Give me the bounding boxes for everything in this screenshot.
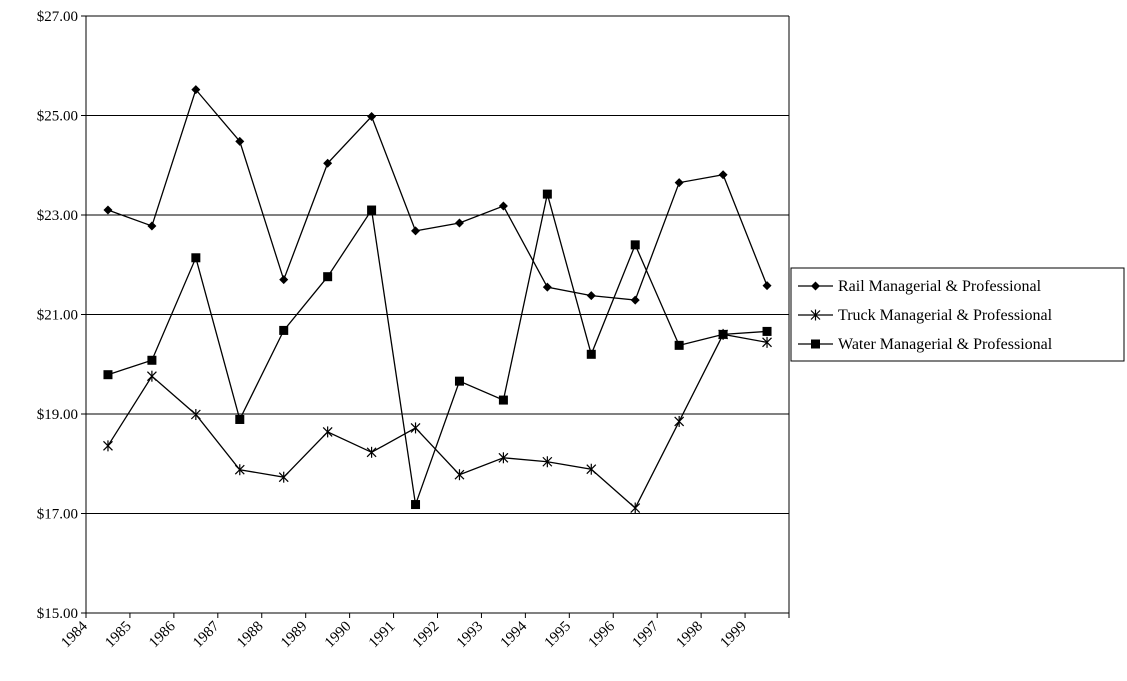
x-tick-label: 1999	[717, 619, 750, 652]
x-tick-label: 1990	[322, 619, 355, 652]
x-tick-label: 1992	[410, 619, 443, 652]
y-tick-label: $25.00	[37, 109, 78, 125]
y-tick-label: $27.00	[37, 9, 78, 25]
legend-label: Truck Managerial & Professional	[838, 307, 1053, 324]
x-tick-label: 1996	[586, 618, 619, 651]
data-point	[191, 253, 201, 263]
data-point	[235, 414, 245, 424]
data-point	[411, 500, 421, 510]
data-point	[498, 201, 508, 211]
legend-label: Water Managerial & Professional	[838, 336, 1053, 353]
x-tick-label: 1984	[58, 618, 91, 651]
series-3	[103, 189, 772, 510]
x-tick-label: 1994	[498, 618, 531, 651]
data-point	[674, 415, 685, 427]
data-point	[279, 275, 289, 285]
data-point	[498, 452, 509, 464]
data-point	[542, 189, 552, 199]
legend: Rail Managerial & Professional Truck Mana…	[790, 267, 1125, 362]
data-point	[367, 111, 377, 121]
data-point	[542, 456, 553, 468]
data-point	[146, 370, 157, 382]
data-point	[630, 295, 640, 305]
data-point	[586, 291, 596, 301]
series-2	[103, 328, 772, 514]
x-tick-label: 1987	[190, 618, 223, 651]
data-point	[367, 205, 377, 215]
data-point	[190, 408, 201, 420]
data-point	[234, 464, 245, 476]
data-point	[103, 205, 113, 215]
x-tick-label: 1988	[234, 619, 267, 652]
legend-marker	[811, 281, 820, 291]
data-point	[279, 325, 289, 335]
y-tick-labels: $15.00 $17.00 $19.00 $21.00 $23.00 $25.00 $27.…	[37, 9, 78, 622]
data-point	[103, 440, 113, 452]
y-tick-label: $15.00	[37, 606, 78, 622]
data-point	[366, 446, 377, 458]
legend-entry: Truck Managerial & Professional	[798, 307, 1053, 324]
x-tick-label: 1989	[278, 619, 311, 652]
data-point	[191, 85, 201, 95]
data-point	[410, 422, 421, 434]
x-tick-label: 1993	[454, 619, 487, 652]
legend-box	[790, 267, 1125, 362]
legend-marker	[810, 309, 821, 321]
data-point	[542, 282, 552, 292]
y-tick-label: $19.00	[37, 407, 78, 423]
axes	[81, 15, 790, 618]
data-point	[762, 326, 772, 336]
data-point	[454, 218, 464, 228]
data-point	[498, 395, 508, 405]
series-line	[107, 88, 768, 301]
data-point	[630, 502, 641, 514]
data-point	[235, 136, 245, 146]
series-1	[103, 85, 772, 305]
grid-lines	[86, 15, 789, 514]
data-point	[323, 158, 333, 168]
data-point	[322, 426, 333, 438]
data-point	[586, 463, 597, 475]
data-point	[411, 226, 421, 236]
data-point	[103, 370, 113, 380]
x-tick-label: 1998	[673, 619, 706, 652]
data-point	[674, 178, 684, 188]
legend-entry: Rail Managerial & Professional	[798, 278, 1042, 295]
data-point	[718, 170, 728, 180]
y-tick-label: $17.00	[37, 507, 78, 523]
data-point	[147, 355, 157, 365]
y-tick-label: $21.00	[37, 308, 78, 324]
data-point	[147, 221, 157, 231]
x-tick-label: 1985	[102, 619, 135, 652]
series-line	[107, 193, 768, 505]
data-point	[718, 329, 728, 339]
x-tick-label: 1991	[366, 619, 399, 652]
data-point	[454, 469, 465, 481]
x-tick-labels: 1984 1985 1986 1987 1988 1989 1990 1991 1992 1993…	[58, 618, 750, 651]
data-point	[630, 240, 640, 250]
x-tick-label: 1995	[542, 619, 575, 652]
data-point	[323, 272, 333, 282]
y-tick-label: $23.00	[37, 208, 78, 224]
data-point	[454, 376, 464, 386]
data-point	[586, 349, 596, 359]
data-point	[762, 281, 772, 291]
series	[103, 85, 772, 514]
legend-marker	[811, 339, 820, 349]
data-point	[762, 336, 772, 348]
legend-entry: Water Managerial & Professional	[798, 336, 1053, 353]
data-point	[674, 340, 684, 350]
series-line	[107, 333, 768, 510]
x-tick-label: 1997	[629, 618, 662, 651]
x-tick-label: 1986	[146, 618, 179, 651]
legend-label: Rail Managerial & Professional	[838, 278, 1042, 295]
data-point	[278, 471, 289, 483]
